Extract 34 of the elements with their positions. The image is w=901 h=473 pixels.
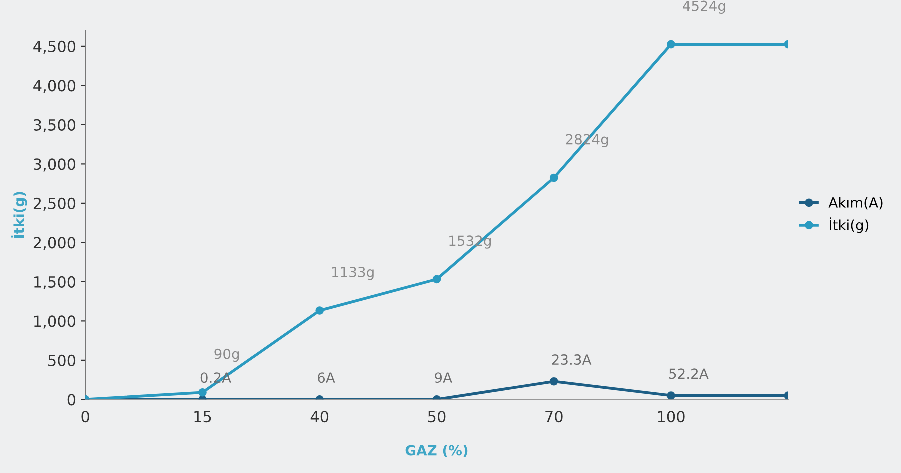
- x-tick-label: 15: [194, 411, 212, 423]
- point: [550, 174, 558, 182]
- data-label: 1133g: [332, 266, 374, 280]
- point: [667, 392, 676, 400]
- point: [316, 306, 324, 315]
- data-label: 4524g: [683, 0, 726, 14]
- point: [432, 275, 442, 284]
- data-label: 90g: [214, 348, 240, 362]
- legend-label: İtki(g): [830, 218, 869, 234]
- y-tick-label: 1,500: [34, 276, 76, 290]
- x-axis-title: GAZ (%): [406, 445, 468, 458]
- y-tick-label: 0: [68, 394, 76, 406]
- x-tick-label: 100: [658, 411, 685, 423]
- x-tick-label: 70: [546, 411, 563, 423]
- point: [198, 388, 207, 397]
- annotation: 6A: [318, 372, 336, 384]
- x-tick-label: 0: [82, 411, 90, 423]
- annotation: 9A: [435, 372, 452, 384]
- y-tick-label: 4,000: [34, 80, 76, 94]
- y-axis-title: İtki(g): [11, 192, 28, 238]
- x-tick-label: 50: [428, 411, 446, 423]
- y-tick-label: 500: [48, 354, 76, 366]
- x-tick-label: 40: [310, 411, 329, 423]
- y-tick-label: 4,500: [34, 40, 76, 54]
- point: [550, 377, 558, 386]
- y-tick-label: 3,500: [34, 119, 76, 133]
- annotation: 52.2A: [670, 368, 709, 380]
- y-tick-label: 2,000: [34, 237, 76, 250]
- y-tick-label: 1,000: [34, 316, 76, 329]
- point: [667, 40, 676, 49]
- y-tick-label: 3,000: [34, 158, 76, 172]
- annotation: 23.3A: [552, 354, 592, 366]
- y-tick-label: 2,500: [34, 198, 76, 212]
- legend-label: Akım(A): [828, 197, 883, 210]
